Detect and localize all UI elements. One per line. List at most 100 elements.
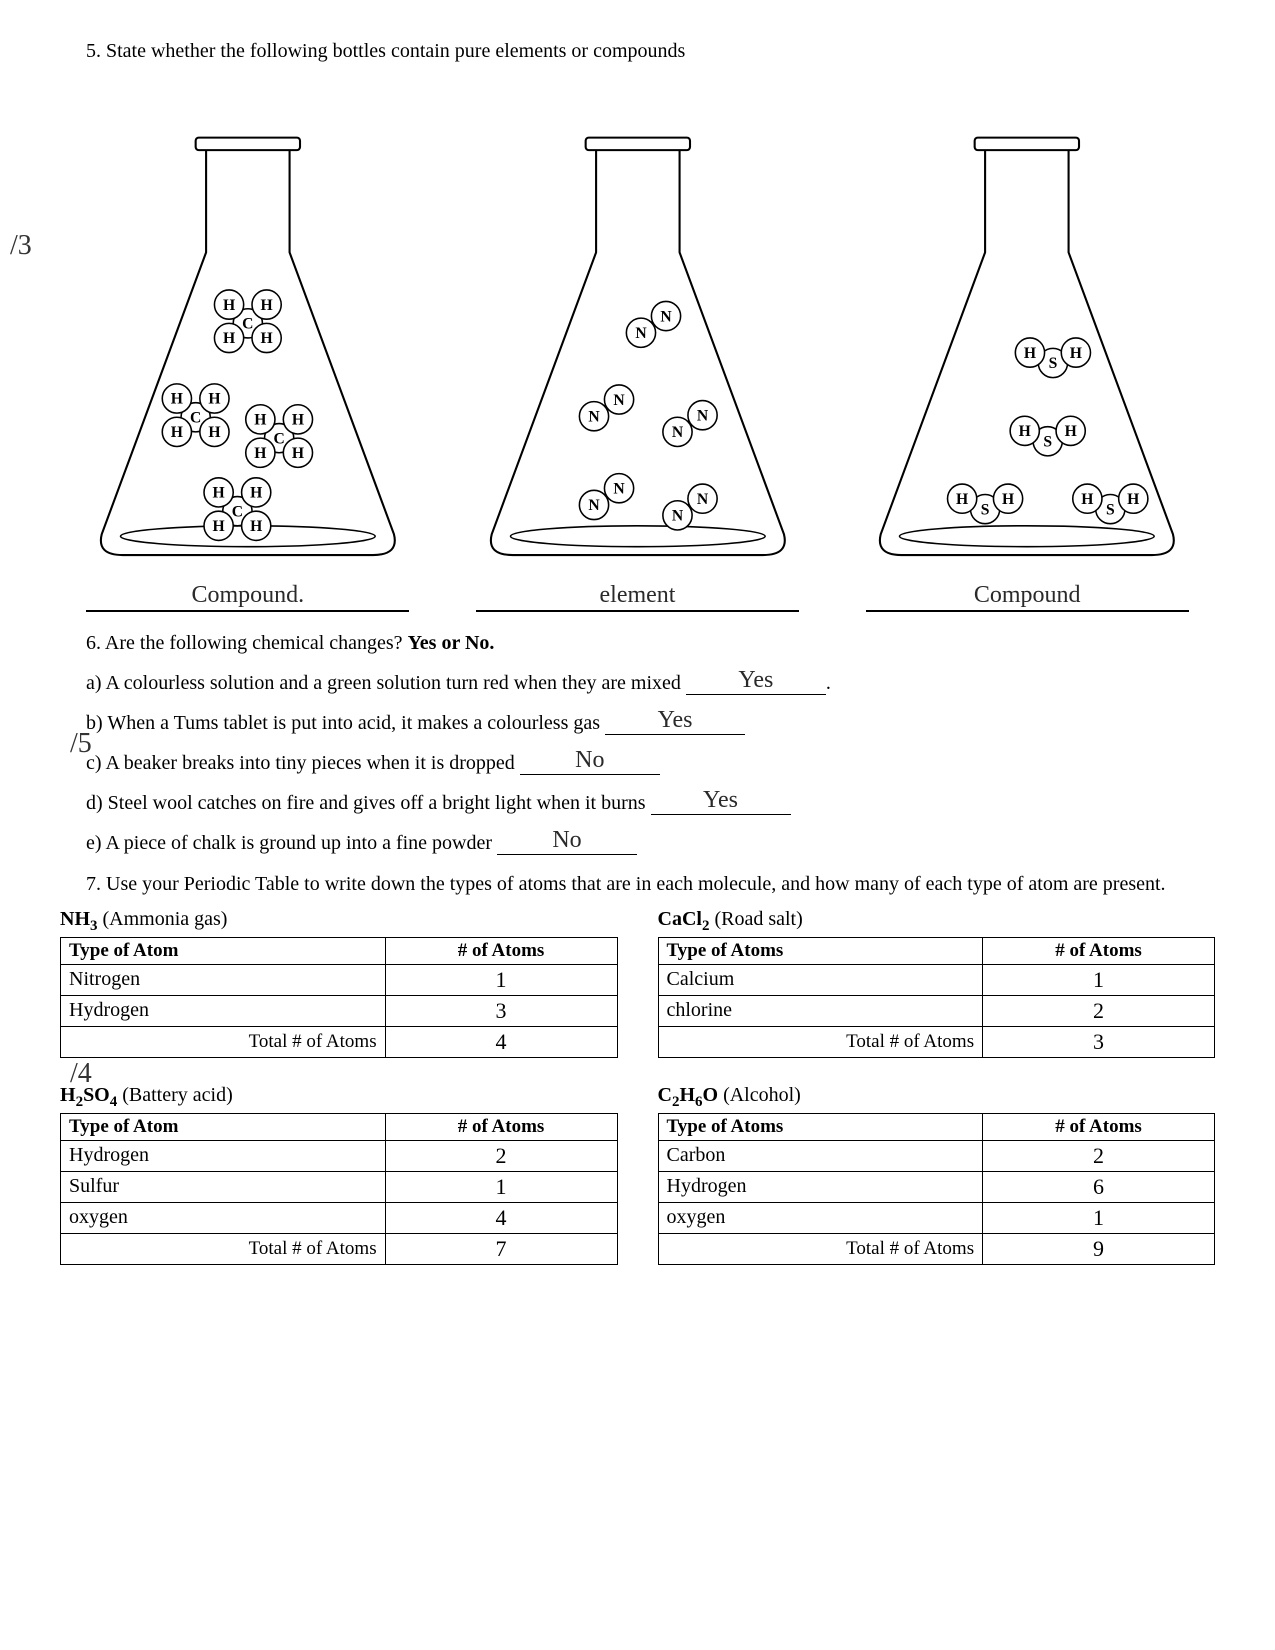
atom-type-cell[interactable]: oxygen bbox=[658, 1202, 983, 1233]
table-row: Hydrogen 2 bbox=[61, 1140, 618, 1171]
total-value[interactable]: 3 bbox=[983, 1026, 1215, 1057]
total-value[interactable]: 9 bbox=[983, 1233, 1215, 1264]
atom-type-cell[interactable]: Hydrogen bbox=[658, 1171, 983, 1202]
q7-margin-score: /4 bbox=[70, 1058, 92, 1090]
q6-item: c) A beaker breaks into tiny pieces when… bbox=[86, 747, 1215, 775]
q6-item: d) Steel wool catches on fire and gives … bbox=[86, 787, 1215, 815]
svg-text:N: N bbox=[613, 480, 625, 497]
table-header-row: Type of Atom # of Atoms bbox=[61, 1113, 618, 1140]
q6-answer-blank[interactable]: Yes bbox=[651, 787, 791, 815]
total-label: Total # of Atoms bbox=[658, 1026, 983, 1057]
q6-item: a) A colourless solution and a green sol… bbox=[86, 667, 1215, 695]
svg-text:H: H bbox=[1128, 491, 1140, 508]
atom-type-cell[interactable]: oxygen bbox=[61, 1202, 386, 1233]
atom-type-cell[interactable]: Hydrogen bbox=[61, 995, 386, 1026]
svg-text:H: H bbox=[1082, 491, 1094, 508]
table-row: chlorine 2 bbox=[658, 995, 1215, 1026]
molecule-table-wrap: NH3 (Ammonia gas) Type of Atom # of Atom… bbox=[60, 908, 618, 1058]
total-value[interactable]: 7 bbox=[385, 1233, 617, 1264]
svg-text:H: H bbox=[1024, 345, 1036, 362]
atom-type-cell[interactable]: Hydrogen bbox=[61, 1140, 386, 1171]
flask-answer[interactable]: Compound bbox=[866, 582, 1189, 612]
svg-text:N: N bbox=[660, 308, 672, 325]
flask-col: CHHHHCHHHHCHHHHCHHHH Compound. bbox=[60, 75, 436, 612]
atom-type-cell[interactable]: Carbon bbox=[658, 1140, 983, 1171]
svg-text:H: H bbox=[250, 485, 262, 502]
svg-text:N: N bbox=[672, 424, 684, 441]
svg-text:H: H bbox=[208, 391, 220, 408]
svg-text:C: C bbox=[232, 503, 243, 520]
molecule-formula: NH3 bbox=[60, 908, 98, 930]
atoms-table: Type of Atoms # of Atoms Carbon 2 Hydrog… bbox=[658, 1113, 1216, 1265]
molecule-title: CaCl2 (Road salt) bbox=[658, 908, 1216, 935]
atom-count-cell[interactable]: 3 bbox=[385, 995, 617, 1026]
table-row: Carbon 2 bbox=[658, 1140, 1215, 1171]
svg-text:N: N bbox=[613, 392, 625, 409]
svg-text:H: H bbox=[254, 445, 266, 462]
flask-answer[interactable]: Compound. bbox=[86, 582, 409, 612]
total-row: Total # of Atoms 4 bbox=[61, 1026, 618, 1057]
atom-count-cell[interactable]: 2 bbox=[983, 995, 1215, 1026]
molecule-formula: C2H6O bbox=[658, 1084, 719, 1106]
svg-text:H: H bbox=[171, 391, 183, 408]
atom-count-cell[interactable]: 6 bbox=[983, 1171, 1215, 1202]
q6-item-after: . bbox=[826, 672, 831, 694]
q6-answer-blank[interactable]: Yes bbox=[605, 707, 745, 735]
svg-text:H: H bbox=[956, 491, 968, 508]
q6-item-letter: a) bbox=[86, 672, 102, 694]
q6-item-text: A beaker breaks into tiny pieces when it… bbox=[105, 752, 514, 774]
table-header-row: Type of Atom # of Atoms bbox=[61, 937, 618, 964]
flask-svg: SHHSHHSHHSHH bbox=[839, 75, 1215, 576]
svg-text:H: H bbox=[1002, 491, 1014, 508]
svg-text:H: H bbox=[171, 424, 183, 441]
svg-text:H: H bbox=[250, 518, 262, 535]
svg-text:C: C bbox=[242, 316, 253, 333]
svg-text:H: H bbox=[213, 485, 225, 502]
atom-type-cell[interactable]: chlorine bbox=[658, 995, 983, 1026]
molecule-table-wrap: C2H6O (Alcohol) Type of Atoms # of Atoms… bbox=[658, 1084, 1216, 1265]
svg-text:N: N bbox=[588, 408, 600, 425]
molecule-title: H2SO4 (Battery acid) bbox=[60, 1084, 618, 1111]
q6-answer-blank[interactable]: No bbox=[520, 747, 660, 775]
total-label: Total # of Atoms bbox=[61, 1233, 386, 1264]
atom-type-cell[interactable]: Calcium bbox=[658, 964, 983, 995]
header-count: # of Atoms bbox=[385, 1113, 617, 1140]
molecule-name: (Alcohol) bbox=[723, 1084, 801, 1106]
molecule-table-wrap: H2SO4 (Battery acid) Type of Atom # of A… bbox=[60, 1084, 618, 1265]
q6-text: Are the following chemical changes? bbox=[105, 632, 408, 654]
q6-bold: Yes or No. bbox=[408, 632, 495, 654]
header-count: # of Atoms bbox=[983, 1113, 1215, 1140]
q6-margin-score: /5 bbox=[70, 728, 92, 760]
svg-text:N: N bbox=[672, 508, 684, 525]
atom-count-cell[interactable]: 1 bbox=[983, 964, 1215, 995]
atom-count-cell[interactable]: 1 bbox=[385, 964, 617, 995]
flask-answer[interactable]: element bbox=[476, 582, 799, 612]
q6-item-letter: d) bbox=[86, 792, 103, 814]
table-row: Calcium 1 bbox=[658, 964, 1215, 995]
atom-count-cell[interactable]: 4 bbox=[385, 1202, 617, 1233]
total-value[interactable]: 4 bbox=[385, 1026, 617, 1057]
header-type: Type of Atoms bbox=[658, 937, 983, 964]
q6-item-text: When a Tums tablet is put into acid, it … bbox=[107, 712, 600, 734]
q6-answer-blank[interactable]: Yes bbox=[686, 667, 826, 695]
total-row: Total # of Atoms 3 bbox=[658, 1026, 1215, 1057]
atom-count-cell[interactable]: 1 bbox=[385, 1171, 617, 1202]
q6-item-text: Steel wool catches on fire and gives off… bbox=[108, 792, 646, 814]
svg-text:S: S bbox=[1044, 433, 1053, 450]
q6-answer-blank[interactable]: No bbox=[497, 827, 637, 855]
atoms-table: Type of Atom # of Atoms Hydrogen 2 Sulfu… bbox=[60, 1113, 618, 1265]
atom-type-cell[interactable]: Nitrogen bbox=[61, 964, 386, 995]
flasks-row: CHHHHCHHHHCHHHHCHHHH Compound. NNNNNNNNN… bbox=[60, 75, 1215, 612]
atom-type-cell[interactable]: Sulfur bbox=[61, 1171, 386, 1202]
atoms-table: Type of Atoms # of Atoms Calcium 1 chlor… bbox=[658, 937, 1216, 1058]
molecule-name: (Battery acid) bbox=[122, 1084, 233, 1106]
svg-text:C: C bbox=[273, 430, 284, 447]
q5-text: State whether the following bottles cont… bbox=[106, 40, 685, 62]
molecule-name: (Road salt) bbox=[714, 908, 802, 930]
q6-item-text: A colourless solution and a green soluti… bbox=[105, 672, 680, 694]
atom-count-cell[interactable]: 1 bbox=[983, 1202, 1215, 1233]
flask-col: SHHSHHSHHSHH Compound bbox=[839, 75, 1215, 612]
atom-count-cell[interactable]: 2 bbox=[385, 1140, 617, 1171]
atom-count-cell[interactable]: 2 bbox=[983, 1140, 1215, 1171]
q5-margin-score: /3 bbox=[10, 230, 32, 262]
